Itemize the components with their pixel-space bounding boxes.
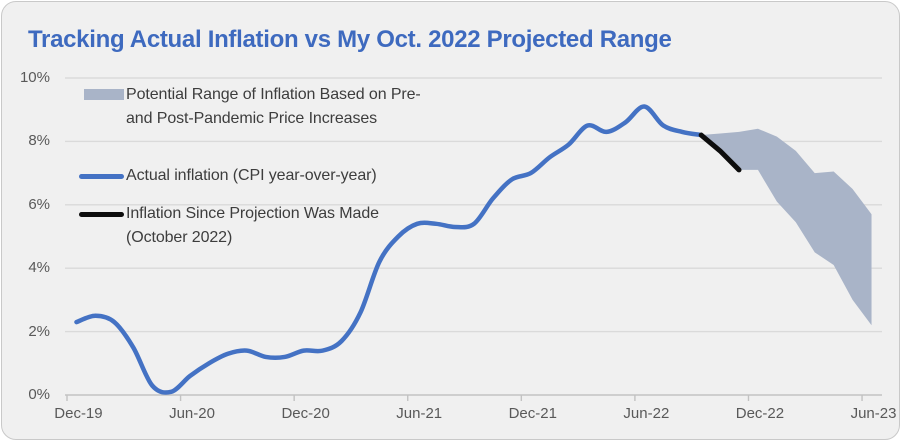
projected-range-band [701,128,872,326]
x-axis-label: Jun-23 [850,405,897,422]
since-projection-line [698,132,742,173]
x-axis-label: Dec-20 [281,405,330,422]
y-axis-label: 6% [28,195,50,213]
x-axis-label: Dec-19 [54,405,103,422]
chart-title: Tracking Actual Inflation vs My Oct. 202… [28,26,672,53]
x-axis-label: Dec-22 [735,405,785,422]
y-axis-label: 4% [28,259,50,277]
x-axis-label: Jun-21 [396,405,443,422]
x-axis-label: Dec-21 [508,405,557,422]
y-axis-label: 10% [19,69,50,86]
y-axis-label: 8% [28,132,50,150]
y-axis-label: 0% [28,386,50,403]
x-axis-label: Jun-20 [169,405,215,422]
actual-inflation-line [74,104,704,395]
x-axis-label: Jun-22 [623,405,670,422]
y-axis-label: 2% [28,322,50,340]
